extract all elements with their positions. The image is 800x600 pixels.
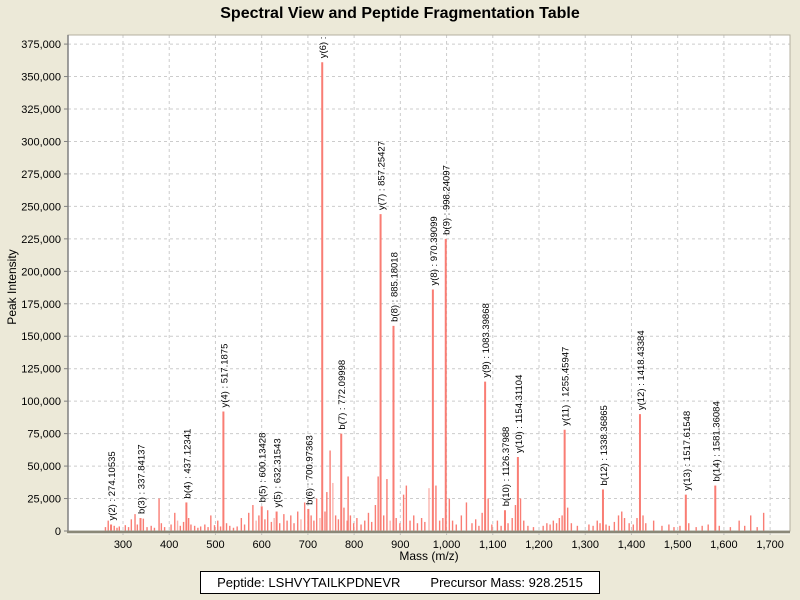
x-tick-label: 1,100 [479, 539, 507, 551]
y-tick-label: 0 [55, 526, 61, 538]
y-tick-label: 275,000 [21, 169, 61, 181]
x-tick-label: 900 [391, 539, 409, 551]
y-tick-label: 75,000 [27, 429, 61, 441]
x-axis-title: Mass (m/z) [399, 549, 458, 563]
peptide-info-box: Peptide: LSHVYTAILKPDNEVR Precursor Mass:… [200, 571, 600, 594]
y-tick-label: 300,000 [21, 136, 61, 148]
x-tick-label: 1,300 [571, 539, 599, 551]
y-tick-label: 350,000 [21, 72, 61, 84]
x-tick-label: 800 [345, 539, 363, 551]
x-tick-label: 1,600 [710, 539, 738, 551]
peak-label: b(10) : 1126.37988 [501, 427, 512, 507]
plot-area: 0 25,000 50,000 75,000 100,000 125,000 150,000… [21, 34, 791, 551]
x-tick-label: 1,400 [618, 539, 646, 551]
precursor-mass-text: Precursor Mass: 928.2515 [430, 575, 583, 590]
y-tick-label: 125,000 [21, 364, 61, 376]
peak-label: b(8) : 885.18018 [389, 252, 400, 322]
peak-label: b(7) : 772.09998 [337, 360, 348, 430]
spectrum-chart: 0 25,000 50,000 75,000 100,000 125,000 150,000… [5, 34, 791, 563]
peak-label: b(12) : 1338.36865 [599, 405, 610, 485]
peak-label: y(10) : 1154.31104 [514, 375, 525, 453]
x-tick-label: 600 [252, 539, 270, 551]
y-tick-label: 375,000 [21, 39, 61, 51]
footer: Peptide: LSHVYTAILKPDNEVR Precursor Mass:… [0, 571, 800, 594]
y-axis-title: Peak Intensity [5, 249, 19, 324]
x-tick-label: 1,500 [664, 539, 692, 551]
x-tick-label: 700 [299, 539, 317, 551]
peak-label: y(7) : 857.25427 [377, 141, 388, 210]
y-tick-label: 250,000 [21, 201, 61, 213]
x-tick-label: 400 [160, 539, 178, 551]
peak-label: b(9) : 998.24097 [442, 165, 453, 235]
y-tick-label: 25,000 [27, 494, 61, 506]
peak-label: y(8) : 970.39099 [429, 216, 440, 285]
peak-label: b(3) : 337.84137 [136, 444, 147, 514]
peak-label: y(4) : 517.1875 [219, 344, 230, 408]
peak-label: y(5) : 632.31543 [273, 438, 284, 507]
peak-label: b(6) : 700.97363 [304, 435, 315, 505]
peak-label: y(11) : 1255.45947 [561, 347, 572, 426]
x-tick-label: 500 [206, 539, 224, 551]
peak-label: y(6) : [318, 37, 329, 59]
peak-label: b(4) : 437.12341 [182, 429, 193, 499]
peptide-text: Peptide: LSHVYTAILKPDNEVR [217, 575, 401, 590]
y-tick-label: 100,000 [21, 396, 61, 408]
x-tick-label: 1,000 [433, 539, 461, 551]
x-tick-label: 1,200 [525, 539, 553, 551]
peak-label: y(9) : 1083.39868 [481, 303, 492, 377]
x-tick-label: 300 [114, 539, 132, 551]
y-tick-label: 50,000 [27, 461, 61, 473]
peak-label: y(2) : 274.10535 [107, 451, 118, 520]
y-tick-label: 150,000 [21, 331, 61, 343]
peak-label: y(13) : 1517.61548 [682, 411, 693, 491]
peak-label: b(5) : 600.13428 [258, 433, 269, 503]
y-tick-label: 225,000 [21, 234, 61, 246]
plot-background [68, 35, 790, 531]
y-tick-label: 325,000 [21, 104, 61, 116]
peak-label: b(14) : 1581.36084 [711, 401, 722, 481]
y-tick-label: 200,000 [21, 266, 61, 278]
x-tick-label: 1,700 [756, 539, 784, 551]
y-tick-label: 175,000 [21, 299, 61, 311]
page-title: Spectral View and Peptide Fragmentation … [220, 5, 580, 22]
peak-label: y(12) : 1418.43384 [636, 330, 647, 410]
